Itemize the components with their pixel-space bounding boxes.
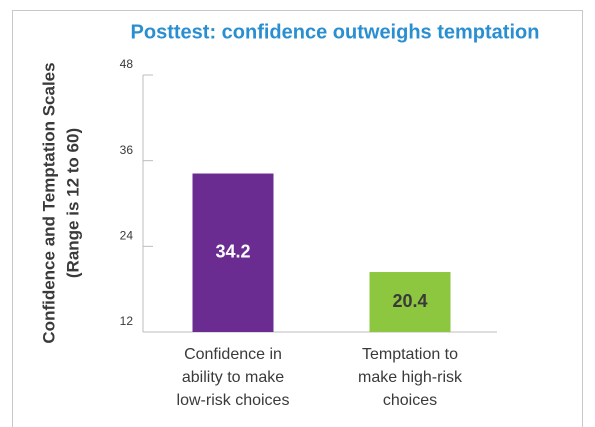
chart-frame [12,10,583,427]
chart-title: Posttest: confidence outweighs temptatio… [131,21,540,43]
x-tick-label: Temptation to [362,346,458,363]
x-tick-label: ability to make [182,369,284,386]
bar [369,272,451,332]
x-tick-label: Confidence in [184,346,282,363]
y-tick-label: 12 [120,314,134,328]
value-label: 20.4 [392,291,427,311]
y-axis-label: (Range is 12 to 60) [63,128,82,278]
bar [192,173,274,332]
x-tick-label: make high-risk [358,369,463,386]
y-axis-label: Confidence and Temptation Scales [39,62,58,343]
value-label: 34.2 [215,242,250,262]
y-tick-label: 48 [120,57,134,71]
y-tick-label: 36 [120,143,134,157]
x-tick-label: low-risk choices [177,392,290,409]
y-tick-label: 24 [120,229,134,243]
x-tick-label: choices [383,392,437,409]
